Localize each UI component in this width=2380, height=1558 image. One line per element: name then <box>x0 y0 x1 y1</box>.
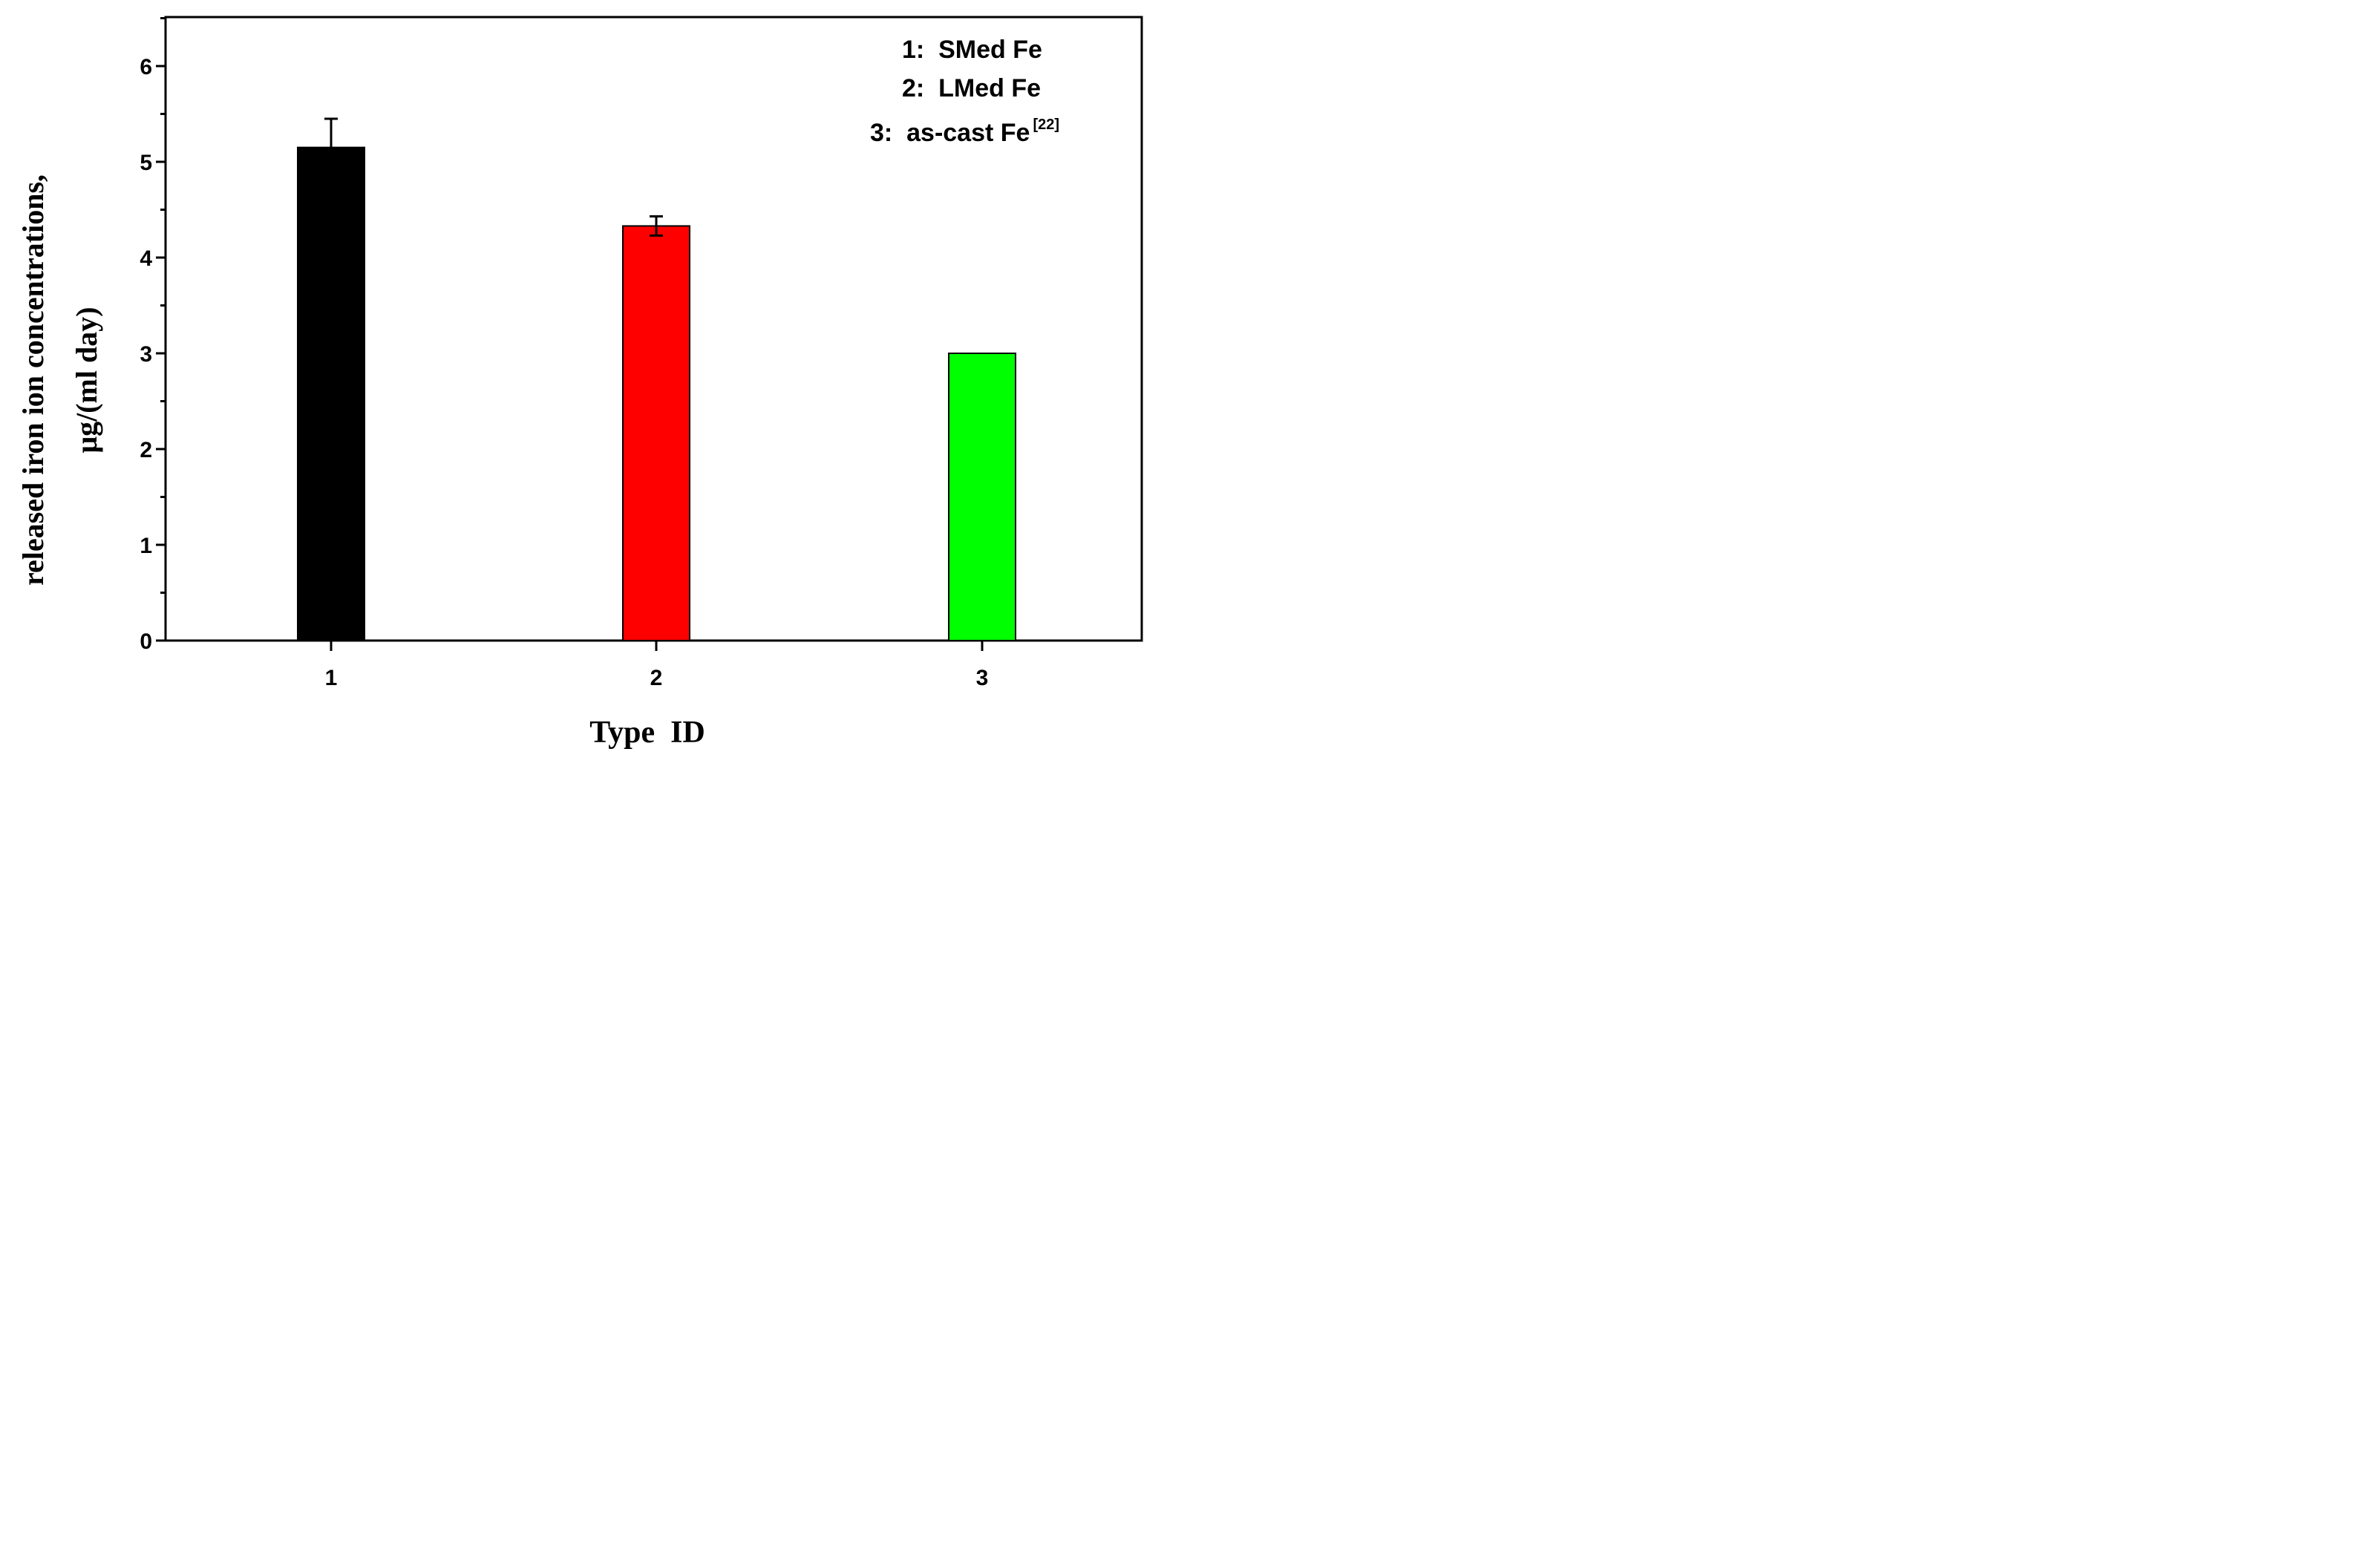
x-tick-label: 2 <box>650 666 663 690</box>
x-axis-title: Type ID <box>589 716 705 750</box>
error-bar-1 <box>324 117 338 177</box>
legend: 1: SMed Fe 2: LMed Fe 3: as-cast Fe [22] <box>870 36 1059 147</box>
legend-entry-2: 2: LMed Fe <box>902 74 1041 102</box>
error-bar-2 <box>650 215 663 237</box>
legend-entry-1: 1: SMed Fe <box>902 36 1042 64</box>
legend-entry-3-superscript: [22] <box>1033 117 1059 133</box>
error-bars <box>324 117 663 237</box>
y-tick-label: 2 <box>140 438 152 462</box>
y-tick-label: 1 <box>140 534 152 558</box>
x-axis: 1 2 3 <box>325 641 989 690</box>
bars <box>297 146 1016 641</box>
bar-3 <box>948 353 1016 641</box>
bar-2 <box>622 225 690 641</box>
bar-1 <box>297 146 365 641</box>
y-tick-label: 5 <box>140 151 152 175</box>
y-axis-title-line2: μg/(ml day) <box>70 307 103 453</box>
y-tick-label: 3 <box>140 342 152 367</box>
y-tick-label: 6 <box>140 55 152 79</box>
legend-entry-3-label: 3: as-cast Fe <box>870 119 1030 147</box>
y-axis-title-line1: released iron ion concentrations, <box>16 174 50 586</box>
bar-chart: 0 1 2 3 4 5 6 1 2 3 Type ID released iron ion co… <box>16 16 1143 750</box>
y-tick-label: 0 <box>140 629 152 654</box>
x-tick-label: 1 <box>325 666 338 690</box>
x-tick-label: 3 <box>976 666 989 690</box>
y-tick-label: 4 <box>140 246 152 271</box>
y-axis: 0 1 2 3 4 5 6 <box>140 17 166 654</box>
legend-entry-3: 3: as-cast Fe [22] <box>870 117 1059 147</box>
y-axis-title: released iron ion concentrations, μg/(ml… <box>16 174 103 586</box>
